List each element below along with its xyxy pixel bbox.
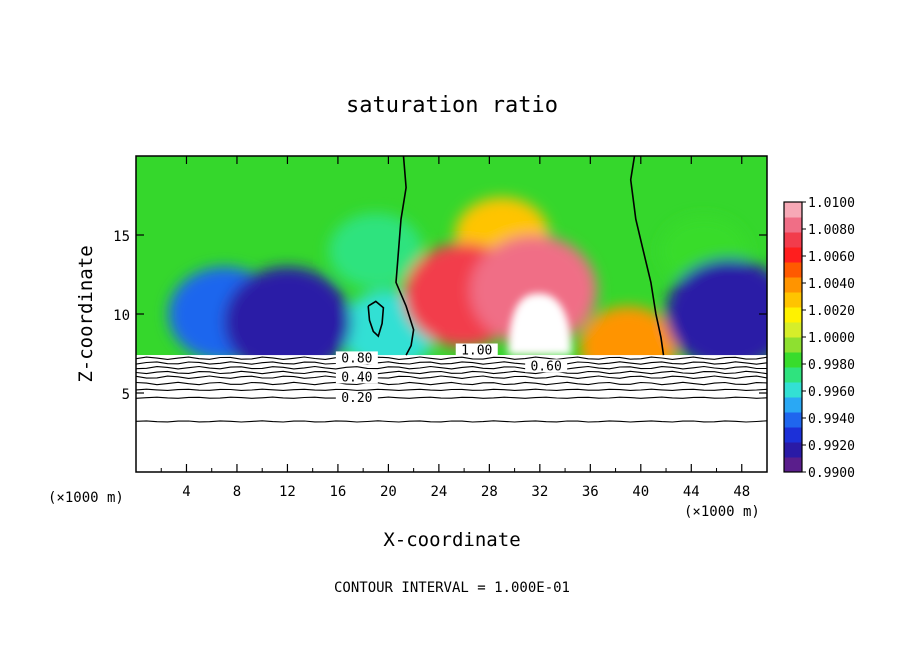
contour-label: 0.80: [341, 351, 372, 366]
colorbar-swatch: [784, 307, 802, 323]
colorbar-label: 1.0060: [808, 250, 855, 265]
colorbar-swatch: [784, 382, 802, 398]
x-tick-label: 24: [430, 484, 447, 500]
contour-loop: [367, 300, 385, 338]
contour-line: [136, 381, 767, 386]
colorbar-swatch: [784, 262, 802, 278]
plot-area: [136, 156, 767, 472]
x-tick-label: 28: [481, 484, 498, 500]
y-tick-label: 10: [113, 308, 130, 324]
x-tick-label: 48: [733, 484, 750, 500]
x-tick-label: 44: [683, 484, 700, 500]
x-tick-label: 12: [279, 484, 296, 500]
contour-line: [136, 370, 767, 375]
contour-line: [136, 396, 767, 399]
contour-lines: [136, 156, 767, 423]
contour-label-bg: [455, 343, 498, 357]
colorbar-label: 0.9920: [808, 439, 855, 454]
y-axis-title: Z-coordinate: [75, 245, 97, 382]
contour-line: [136, 375, 767, 379]
colorbar-swatch: [784, 232, 802, 248]
colorbar-swatch: [784, 412, 802, 428]
contour-label: 0.60: [530, 359, 561, 374]
saturation-field: [136, 156, 767, 472]
contour-line: [136, 388, 767, 391]
z-unit-label: (×1000 m): [48, 490, 124, 506]
y-tick-label: 5: [122, 387, 130, 403]
colorbar-label: 1.0020: [808, 304, 855, 319]
colorbar-swatch: [784, 202, 802, 218]
colorbar: 1.0100 1.0080 1.0060 1.0040 1.0020 1.0000 0.99…: [783, 196, 855, 481]
dry-region: [665, 258, 767, 370]
colorbar-swatch: [784, 277, 802, 293]
y-tick-label: 15: [113, 229, 130, 245]
contour-line-1.00: [629, 156, 665, 356]
colorbar-label: 0.9980: [808, 358, 855, 373]
contour-labels: 1.00 0.80 0.60 0.40 0.20: [335, 343, 568, 406]
contour-line: [136, 420, 767, 423]
contour-label: 1.00: [461, 344, 492, 359]
dry-region: [223, 266, 351, 378]
colorbar-label: 1.0040: [808, 277, 855, 292]
colorbar-swatch: [784, 442, 802, 458]
colorbar-swatch: [784, 322, 802, 338]
colorbar-label: 0.9940: [808, 412, 855, 427]
contour-label-bg: [335, 390, 378, 404]
colorbar-label: 0.9960: [808, 385, 855, 400]
x-tick-label: 8: [233, 484, 241, 500]
x-tick-label: 32: [531, 484, 548, 500]
saturated-region: [508, 293, 572, 356]
colorbar-swatch: [784, 457, 802, 473]
subcloud-layer: [136, 355, 767, 472]
contour-line: [136, 365, 767, 370]
contour-line: [136, 361, 767, 365]
contour-label-bg: [335, 351, 378, 365]
x-axis-title: X-coordinate: [383, 529, 520, 551]
colorbar-label: 1.0100: [808, 196, 855, 211]
contour-interval-note: CONTOUR INTERVAL = 1.000E-01: [334, 580, 570, 596]
colorbar-swatch: [784, 247, 802, 263]
x-tick-label: 20: [380, 484, 397, 500]
x-tick-label: 40: [632, 484, 649, 500]
contour-label: 0.20: [341, 391, 372, 406]
colorbar-swatch: [784, 397, 802, 413]
x-tick-label: 16: [329, 484, 346, 500]
x-tick-label: 4: [182, 484, 190, 500]
contour-label: 0.40: [341, 370, 372, 385]
colorbar-label: 0.9900: [808, 466, 855, 481]
chart-title: saturation ratio: [346, 93, 558, 118]
colorbar-swatch: [784, 337, 802, 353]
x-tick-label: 36: [582, 484, 599, 500]
colorbar-swatch: [784, 427, 802, 443]
x-unit-label: (×1000 m): [684, 504, 760, 520]
contour-label-bg: [335, 370, 378, 384]
colorbar-swatch: [784, 352, 802, 368]
colorbar-swatch: [784, 217, 802, 233]
colorbar-swatch: [784, 367, 802, 383]
y-axis-ticks: 5 10 15: [113, 229, 767, 403]
colorbar-label: 1.0000: [808, 331, 855, 346]
colorbar-swatch: [784, 292, 802, 308]
colorbar-label: 1.0080: [808, 223, 855, 238]
contour-label-bg: [525, 359, 568, 373]
contour-line-1.00: [395, 156, 415, 356]
x-axis-ticks: 4 8 12 16 20 24 28 32 36 40 44 48: [160, 156, 750, 500]
contour-line: [136, 356, 767, 360]
